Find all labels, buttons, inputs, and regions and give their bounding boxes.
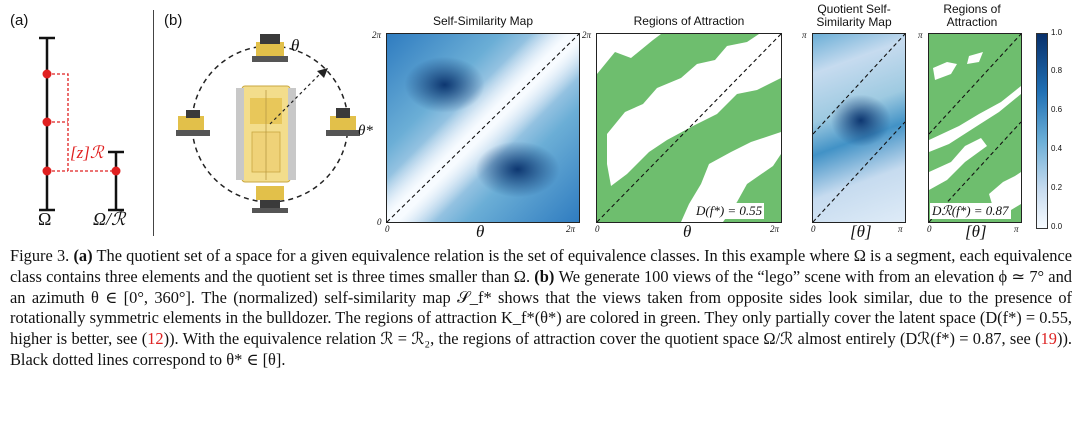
view-bottom: [252, 186, 288, 213]
qs-xlabel: [θ]: [850, 222, 872, 241]
ra-xlabel: θ: [683, 222, 692, 241]
regions-map: [596, 33, 782, 223]
ra-xtick-min: 0: [595, 224, 600, 234]
self-similarity-title: Self-Similarity Map: [432, 14, 534, 28]
view-right: [326, 108, 360, 136]
view-left: [176, 110, 210, 136]
colorbar-tick: 0.0: [1051, 222, 1063, 231]
qs-ytick-max: π: [802, 30, 807, 40]
ra-score: D(f*) = 0.55: [694, 203, 765, 219]
quotient-regions-title: Regions of Attraction: [943, 2, 1001, 29]
ss-xtick-min: 0: [385, 224, 390, 234]
relation-label: [z]ℛ: [70, 143, 104, 162]
caption-fig-label: Figure 3.: [10, 246, 70, 265]
panel-b-label: (b): [164, 12, 183, 29]
self-similarity-map: [386, 33, 580, 223]
view-top: [252, 34, 288, 62]
omega-label: Ω: [38, 209, 52, 229]
quotient-similarity-title: Quotient Self-Similarity Map: [816, 2, 892, 29]
qr-ytick-max: π: [918, 30, 923, 40]
quotient-diagram: [39, 36, 124, 212]
panel-a-label: (a): [10, 12, 29, 29]
qr-score: Dℛ(f*) = 0.87: [930, 203, 1011, 219]
ra-xtick-max: 2π: [770, 224, 780, 234]
regions-title: Regions of Attraction: [633, 14, 745, 28]
qr-xlabel: [θ]: [965, 222, 987, 241]
caption-b-text-3: )). Black dotted lines correspond to θ* …: [10, 329, 1072, 369]
colorbar: [1036, 33, 1048, 229]
caption-b-tag: (b): [534, 266, 555, 286]
colorbar-tick: 0.4: [1051, 144, 1063, 153]
colorbar-tick: 0.8: [1051, 66, 1063, 75]
colorbar-tick: 1.0: [1051, 28, 1063, 37]
caption-b-text-1: We generate 100 views of the “lego” scen…: [10, 266, 1072, 349]
caption-b-text-2: )). With the equivalence relation ℛ = ℛ₂…: [163, 329, 1041, 349]
orbit-theta-label: θ: [291, 36, 300, 55]
figure-caption: Figure 3. (a) The quotient set of a spac…: [10, 246, 1072, 371]
quotient-label: Ω/ℛ: [93, 209, 126, 229]
panel-divider: [153, 10, 154, 236]
qs-xtick-min: 0: [811, 224, 816, 234]
colorbar-tick: 0.2: [1051, 183, 1063, 192]
colorbar-tick: 0.6: [1051, 105, 1063, 114]
ss-xtick-max: 2π: [566, 224, 576, 234]
caption-ref-2[interactable]: 19: [1040, 329, 1057, 349]
quotient-regions-map: [928, 33, 1022, 223]
qr-xtick-min: 0: [927, 224, 932, 234]
ss-ytick-max: 2π: [372, 30, 382, 40]
caption-ref-1[interactable]: 12: [147, 329, 164, 349]
ss-xlabel: θ: [476, 222, 485, 241]
caption-a-tag: (a): [73, 246, 93, 265]
caption-a-text: The quotient set of a space for a given …: [10, 246, 1072, 286]
camera-orbit-illustration: [176, 34, 360, 213]
quotient-similarity-map: [812, 33, 906, 223]
ss-tick-min: 0: [377, 217, 382, 227]
ra-ytick-max: 2π: [582, 30, 592, 40]
theta-star-label: θ*: [358, 123, 373, 139]
qs-xtick-max: π: [898, 224, 903, 234]
qr-xtick-max: π: [1014, 224, 1019, 234]
